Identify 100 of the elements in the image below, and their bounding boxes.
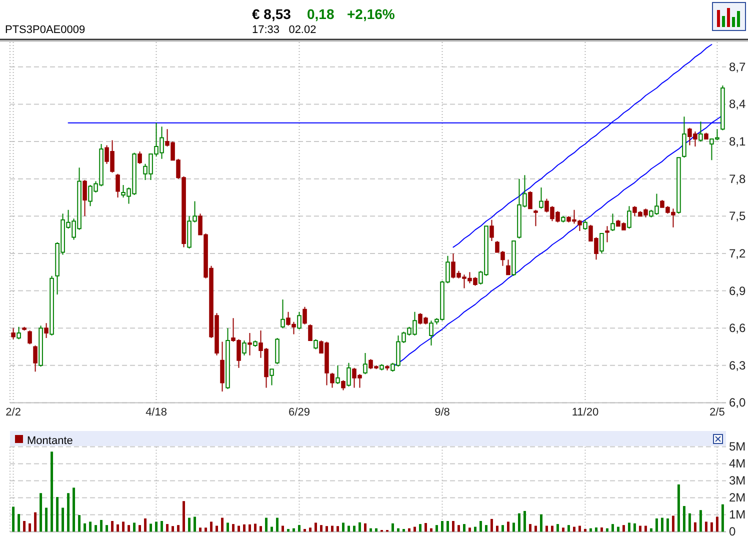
bar: [545, 526, 548, 532]
bar: [128, 525, 130, 532]
chart-subtitle: PTS3P0AE0009: [5, 24, 86, 36]
legend-label: Montante: [27, 435, 73, 447]
text: 0,18: [307, 6, 334, 22]
x-tick-label: 4/18: [146, 406, 167, 419]
bar: [265, 518, 268, 532]
candlestick: [270, 368, 274, 386]
bar: [611, 524, 614, 532]
bar: [628, 522, 630, 532]
bar: [660, 518, 664, 532]
candlestick: [385, 364, 390, 371]
bar: [518, 513, 520, 532]
bar: [144, 518, 147, 532]
bar: [490, 518, 493, 532]
candlestick: [539, 187, 544, 210]
candlestick: [275, 338, 280, 365]
bar: [243, 524, 246, 532]
bar: [199, 528, 202, 532]
candlestick: [336, 364, 340, 385]
candlestick: [297, 311, 302, 330]
x-tick-label: 2/2: [6, 406, 21, 419]
bar: [309, 528, 312, 532]
candlestick: [528, 190, 532, 210]
bar: [666, 518, 669, 532]
candlestick: [38, 325, 43, 368]
candlestick: [600, 233, 604, 254]
candlestick: [280, 298, 285, 329]
bar: [226, 522, 230, 532]
candlestick: [33, 344, 38, 372]
candlestick: [28, 330, 32, 345]
bar: [62, 508, 64, 532]
bar: [392, 523, 394, 532]
bar: [710, 522, 713, 532]
bar: [436, 525, 438, 532]
y-tick-label: 7,2: [729, 246, 746, 260]
candlestick: [676, 157, 681, 214]
candlestick: [561, 216, 566, 223]
bar: [348, 526, 350, 532]
bar: [18, 514, 20, 532]
bar: [616, 526, 620, 532]
bar: [572, 526, 576, 532]
bar: [414, 526, 416, 532]
bar: [78, 515, 81, 532]
candlestick: [82, 180, 87, 217]
y-tick-label: 4M: [729, 456, 746, 471]
bar: [633, 523, 636, 532]
bar: [23, 520, 26, 532]
bar: [67, 493, 70, 532]
bar: [270, 526, 273, 532]
candlestick: [314, 338, 318, 350]
bar: [501, 525, 504, 532]
bar: [364, 523, 366, 532]
bar: [644, 526, 647, 532]
candlestick: [380, 364, 384, 371]
bar: [155, 522, 158, 532]
bar: [655, 518, 658, 532]
bar: [353, 526, 356, 532]
x-tick-label: 6/29: [288, 406, 310, 419]
bar: [56, 497, 59, 532]
bar: [699, 510, 702, 532]
bar: [342, 522, 344, 532]
bar: [133, 522, 136, 532]
bar: [28, 523, 32, 532]
bar: [72, 488, 76, 532]
bar: [172, 526, 174, 532]
x-tick-label: 9/8: [434, 406, 450, 419]
bar: [216, 526, 218, 532]
candlestick: [248, 332, 252, 356]
bar: [111, 520, 114, 532]
y-tick-label: 6,9: [729, 284, 746, 298]
bar: [358, 522, 361, 532]
bar: [540, 514, 542, 532]
candlestick: [506, 259, 510, 276]
bar: [688, 513, 691, 532]
bar: [106, 525, 108, 532]
bar: [304, 528, 306, 532]
bar: [166, 524, 169, 532]
candlestick: [226, 328, 230, 390]
bar: [248, 524, 252, 532]
bar: [84, 523, 86, 532]
bar: [677, 484, 680, 532]
candlestick: [308, 324, 312, 342]
candlestick: [429, 320, 434, 346]
bar: [204, 528, 208, 532]
bar: [50, 452, 54, 532]
candlestick: [490, 219, 494, 242]
bar: [188, 518, 191, 532]
candlestick: [302, 306, 307, 325]
bar: [479, 520, 482, 532]
y-tick-label: 7,8: [729, 172, 746, 186]
bar: [594, 527, 598, 532]
bar: [716, 516, 718, 532]
bar: [419, 524, 422, 532]
bar: [298, 525, 300, 532]
text: 17:33 02.02: [252, 24, 316, 36]
bar: [622, 525, 625, 532]
bar: [523, 510, 526, 532]
candlestick: [346, 362, 351, 388]
bar: [441, 520, 444, 532]
